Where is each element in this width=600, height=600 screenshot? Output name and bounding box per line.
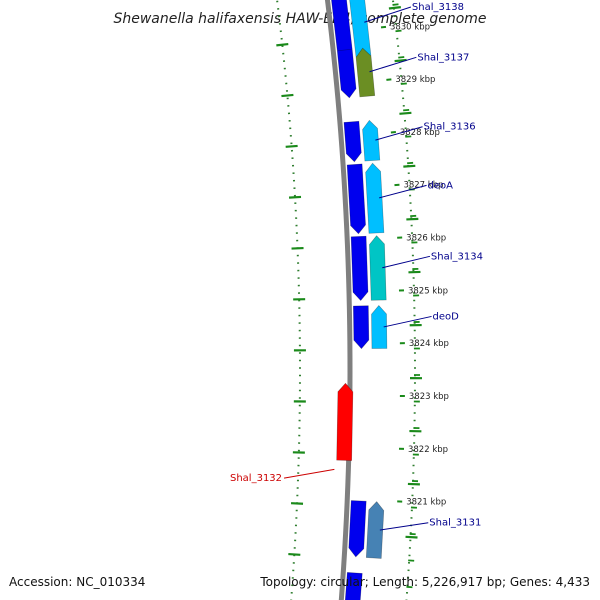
kbp-label: 3825 kbp [408, 286, 448, 296]
inner-tick-marks [276, 42, 306, 556]
gene-strand-arrow [353, 305, 370, 350]
gene-label: deoA [428, 180, 454, 191]
gene-feature-deoa [365, 162, 385, 234]
kbp-label: 3823 kbp [409, 392, 449, 402]
gene-label: Shal_3137 [417, 52, 469, 63]
gene-label: Shal_3132 [230, 473, 282, 484]
kbp-label: 3829 kbp [395, 75, 435, 85]
outer-minor-tick [403, 108, 410, 112]
gene-label-leader [364, 6, 412, 23]
gene-strand-arrow [348, 500, 367, 558]
kbp-label: 3822 kbp [408, 445, 448, 455]
outer-tick-track [388, 0, 422, 600]
genome-summary: Topology: circular; Length: 5,226,917 bp… [260, 575, 590, 589]
kbp-label: 3821 kbp [406, 498, 446, 508]
inner-dotted-guide [276, 0, 302, 600]
inner-tick [290, 502, 304, 505]
kbp-label: 3824 kbp [409, 339, 449, 349]
kbp-label: 3828 kbp [400, 128, 440, 138]
outer-minor-tick [392, 3, 399, 6]
outer-minor-tick [400, 82, 407, 85]
gene-label-leader [382, 255, 431, 269]
gene-labels: Shal_3138 Shal_3137 Shal_3136 deoA Shal_3134… [230, 2, 483, 531]
outer-minor-tick [398, 56, 405, 59]
gene-label-leader [375, 126, 423, 141]
outer-tick [388, 6, 401, 10]
inner-tick [285, 144, 298, 148]
kbp-label: 3826 kbp [406, 233, 446, 243]
partial-gene-strand-arrow [344, 572, 363, 600]
outer-tick [394, 58, 407, 63]
inner-tick [281, 93, 294, 98]
gene-strand-arrow [350, 235, 369, 301]
kbp-tick [380, 25, 387, 29]
outer-tick [399, 111, 412, 115]
gene-label: deoD [433, 311, 460, 322]
gene-label: Shal_3138 [412, 2, 464, 13]
inner-tick-track [276, 0, 306, 600]
map-title: Shewanella halifaxensis HAW-EB4, complet… [113, 11, 486, 27]
outer-minor-tick [395, 29, 402, 33]
inner-tick [276, 42, 289, 47]
gene-label-leader [283, 468, 335, 479]
gene-strand-arrow [346, 163, 366, 235]
inner-tick [288, 195, 302, 199]
outer-dotted-guide [391, 0, 417, 600]
genome-backbone [324, 0, 353, 600]
gene-features [331, 0, 388, 600]
outer-tick [403, 164, 416, 168]
gene-label-leader [379, 522, 429, 531]
gene-label: Shal_3131 [429, 518, 481, 529]
outer-tick-marks [388, 3, 422, 589]
gene-strand-arrow [343, 120, 362, 163]
inner-tick [288, 552, 301, 556]
outer-tick [406, 217, 419, 221]
kbp-label: 3830 kbp [390, 23, 430, 33]
gene-label: Shal_3134 [431, 251, 483, 262]
gene-feature-shal_3138 [349, 0, 372, 58]
gene-feature-shal_3136 [362, 119, 381, 162]
gene-feature-shal_3137 [355, 47, 376, 98]
outer-tick [405, 535, 418, 539]
accession-label: Accession: NC_010334 [9, 575, 146, 589]
gene-feature-shal_3132 [336, 382, 354, 461]
gene-label-leader [379, 184, 427, 199]
gene-feature-shal_3134 [369, 235, 387, 301]
gene-feature-deod [371, 305, 388, 349]
gene-label: Shal_3136 [424, 122, 476, 133]
gene-label-leader [383, 315, 432, 328]
gene-feature-shal_3131 [365, 501, 385, 559]
gene-label-leader [369, 56, 417, 73]
gene-strand-arrow [336, 48, 357, 99]
